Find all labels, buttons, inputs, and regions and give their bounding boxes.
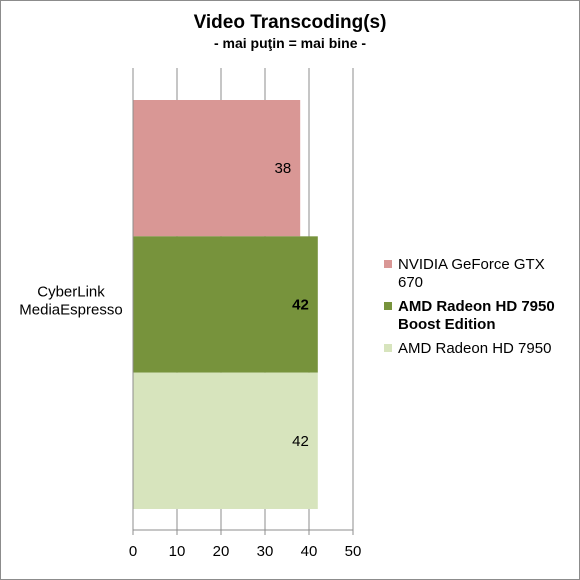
bar (133, 372, 318, 509)
bars: 38 42 42 (133, 100, 318, 509)
legend-entry-label: NVIDIA GeForce GTX 670 (398, 256, 545, 291)
bar (133, 236, 318, 373)
x-tick-label: 30 (257, 543, 274, 560)
x-tick-label: 0 (129, 543, 137, 560)
x-tick-label: 10 (169, 543, 186, 560)
legend-swatch (384, 344, 392, 352)
x-tick-label: 50 (345, 543, 362, 560)
x-tick-label: 40 (301, 543, 318, 560)
legend-swatch (384, 302, 392, 310)
legend-entry-label: AMD Radeon HD 7950 (398, 340, 551, 357)
chart-title: Video Transcoding(s) (194, 12, 387, 33)
x-tick-label: 20 (213, 543, 230, 560)
legend: NVIDIA GeForce GTX 670 AMD Radeon HD 7950 B… (384, 256, 555, 357)
chart-subtitle: - mai puţin = mai bine - (214, 35, 366, 51)
legend-swatch (384, 260, 392, 268)
axes: 0 10 20 30 40 50 CyberLink MediaEspresso (19, 68, 361, 560)
category-label: CyberLink MediaEspresso (19, 284, 122, 319)
legend-entry-label: AMD Radeon HD 7950 Boost Edition (398, 298, 555, 333)
bar-data-label: 42 (292, 433, 309, 450)
bar-data-label: 42 (292, 297, 309, 314)
bar (133, 100, 301, 237)
bar-data-label: 38 (275, 160, 292, 177)
